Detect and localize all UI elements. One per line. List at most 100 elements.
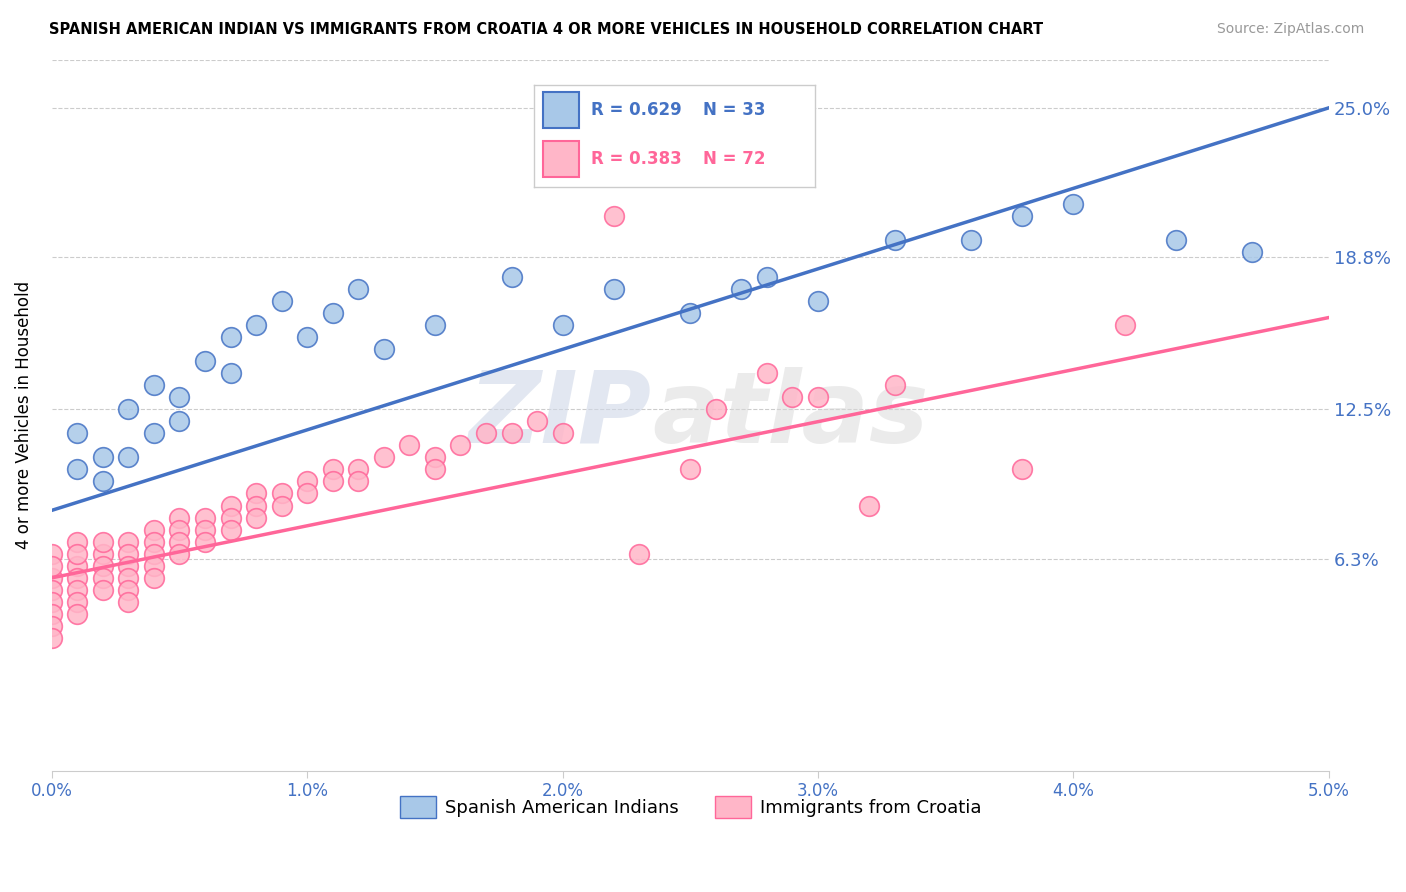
- Point: [551, 318, 574, 332]
- Point: [679, 306, 702, 320]
- FancyBboxPatch shape: [543, 92, 579, 128]
- Point: [807, 293, 830, 308]
- Point: [142, 523, 165, 537]
- Point: [347, 282, 370, 296]
- Text: N = 72: N = 72: [703, 150, 765, 168]
- Point: [117, 558, 139, 573]
- Point: [1164, 233, 1187, 247]
- Point: [602, 209, 624, 223]
- Point: [373, 342, 395, 356]
- Point: [219, 510, 242, 524]
- Point: [41, 607, 63, 621]
- Point: [883, 378, 905, 392]
- Point: [1011, 209, 1033, 223]
- Y-axis label: 4 or more Vehicles in Household: 4 or more Vehicles in Household: [15, 281, 32, 549]
- Point: [117, 582, 139, 597]
- Point: [347, 475, 370, 489]
- Point: [755, 366, 778, 380]
- Point: [66, 426, 89, 441]
- Point: [117, 402, 139, 417]
- Point: [602, 282, 624, 296]
- Point: [117, 450, 139, 465]
- Point: [142, 558, 165, 573]
- Point: [66, 582, 89, 597]
- Text: N = 33: N = 33: [703, 101, 765, 119]
- FancyBboxPatch shape: [543, 141, 579, 177]
- Point: [41, 631, 63, 645]
- Point: [423, 318, 446, 332]
- Point: [194, 354, 217, 368]
- Point: [66, 547, 89, 561]
- Point: [295, 486, 318, 500]
- Point: [704, 402, 727, 417]
- Point: [66, 462, 89, 476]
- Point: [117, 595, 139, 609]
- Point: [169, 523, 191, 537]
- Point: [142, 378, 165, 392]
- Point: [1114, 318, 1136, 332]
- Text: ZIP: ZIP: [470, 367, 652, 464]
- Point: [373, 450, 395, 465]
- Point: [322, 475, 344, 489]
- Point: [270, 293, 292, 308]
- Point: [423, 450, 446, 465]
- Point: [1011, 462, 1033, 476]
- Point: [194, 510, 217, 524]
- Point: [858, 499, 880, 513]
- Point: [807, 390, 830, 404]
- Point: [66, 558, 89, 573]
- Point: [501, 269, 523, 284]
- Point: [41, 547, 63, 561]
- Point: [551, 426, 574, 441]
- Point: [245, 510, 267, 524]
- Point: [91, 475, 114, 489]
- Point: [526, 414, 548, 428]
- Point: [270, 499, 292, 513]
- Point: [960, 233, 983, 247]
- Point: [142, 534, 165, 549]
- Point: [91, 450, 114, 465]
- Point: [730, 282, 752, 296]
- Point: [41, 582, 63, 597]
- Point: [169, 547, 191, 561]
- Point: [117, 547, 139, 561]
- Text: Source: ZipAtlas.com: Source: ZipAtlas.com: [1216, 22, 1364, 37]
- Point: [295, 475, 318, 489]
- Point: [1241, 245, 1264, 260]
- Point: [41, 558, 63, 573]
- Point: [270, 486, 292, 500]
- Point: [91, 582, 114, 597]
- Point: [295, 330, 318, 344]
- Text: SPANISH AMERICAN INDIAN VS IMMIGRANTS FROM CROATIA 4 OR MORE VEHICLES IN HOUSEHO: SPANISH AMERICAN INDIAN VS IMMIGRANTS FR…: [49, 22, 1043, 37]
- Point: [66, 607, 89, 621]
- Point: [91, 547, 114, 561]
- Point: [117, 534, 139, 549]
- Point: [41, 571, 63, 585]
- Point: [219, 330, 242, 344]
- Point: [41, 619, 63, 633]
- Point: [41, 595, 63, 609]
- Point: [475, 426, 498, 441]
- Point: [219, 366, 242, 380]
- Point: [91, 534, 114, 549]
- Point: [194, 534, 217, 549]
- Point: [398, 438, 420, 452]
- Text: R = 0.383: R = 0.383: [591, 150, 682, 168]
- Point: [219, 523, 242, 537]
- Point: [66, 571, 89, 585]
- Point: [66, 534, 89, 549]
- Point: [91, 571, 114, 585]
- Point: [169, 534, 191, 549]
- Point: [449, 438, 471, 452]
- Point: [755, 269, 778, 284]
- Text: R = 0.629: R = 0.629: [591, 101, 682, 119]
- Point: [322, 306, 344, 320]
- Point: [245, 499, 267, 513]
- Point: [883, 233, 905, 247]
- Point: [219, 499, 242, 513]
- Point: [782, 390, 804, 404]
- Point: [142, 571, 165, 585]
- Point: [169, 390, 191, 404]
- Point: [423, 462, 446, 476]
- Point: [142, 426, 165, 441]
